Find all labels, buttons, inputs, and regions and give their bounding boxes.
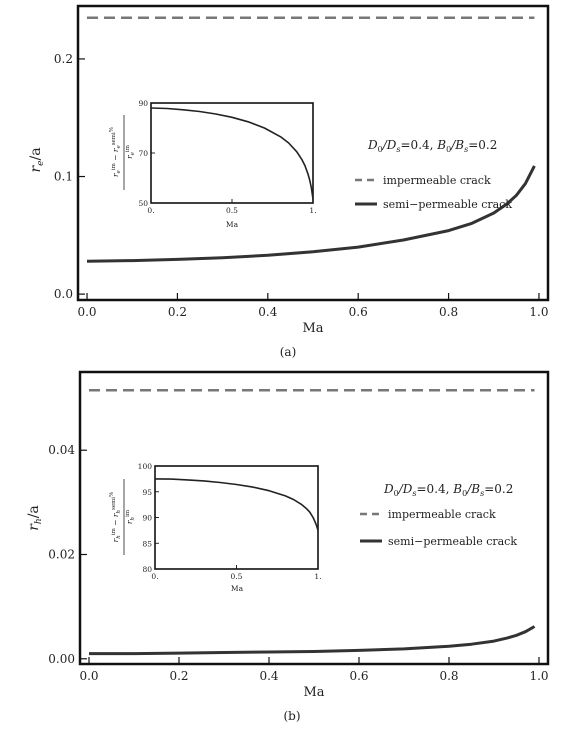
y-axis-label: rh/a xyxy=(26,505,44,531)
series-layer xyxy=(86,16,536,263)
x-tick-label: 0.0 xyxy=(79,669,98,683)
y-tick-label: 0.02 xyxy=(48,548,75,562)
x-axis-label: Ma xyxy=(303,685,324,700)
x-axis-ticks: 0.0 0.2 0.4 0.6 0.8 1.0 xyxy=(77,293,549,319)
y-tick-label: 0.0 xyxy=(54,287,73,301)
inset-x-label: Ma xyxy=(226,220,239,229)
series-semi-permeable-line xyxy=(86,165,536,263)
inset-x-tick-label: 0.5 xyxy=(226,206,238,215)
inset-y-ticks: 80 85 90 95 100 xyxy=(138,462,159,574)
inset-y-ticks: 50 70 90 xyxy=(138,99,155,208)
x-tick-label: 1.0 xyxy=(529,669,548,683)
x-tick-label: 0.4 xyxy=(259,669,278,683)
series-semi-permeable-line xyxy=(89,625,536,656)
inset-y-label-denominator: reim xyxy=(125,144,136,159)
legend-label-semi-permeable: semi−permeable crack xyxy=(383,198,512,211)
parameter-annotation: D0/Ds=0.4, B0/Bs=0.2 xyxy=(367,138,497,154)
inset-x-tick-label: 1. xyxy=(309,206,316,215)
x-tick-label: 0.8 xyxy=(439,669,458,683)
inset-x-tick-label: 0. xyxy=(151,572,158,581)
x-tick-label: 0.2 xyxy=(168,305,187,319)
x-tick-label: 0.6 xyxy=(349,305,368,319)
panel-label: (a) xyxy=(280,345,297,359)
inset-x-tick-label: 1. xyxy=(314,572,321,581)
legend-label-impermeable: impermeable crack xyxy=(388,508,496,521)
y-tick-label: 0.2 xyxy=(54,52,73,66)
inset-y-tick-label: 50 xyxy=(138,199,148,208)
x-tick-label: 0.4 xyxy=(258,305,277,319)
y-tick-label: 0.04 xyxy=(48,443,75,457)
chart-a: 0.0 0.1 0.2 0.0 0.2 0.4 0.6 0.8 1.0 re/a Ma (a)… xyxy=(28,4,550,359)
inset-ratio-line xyxy=(154,478,319,531)
inset-x-tick-label: 0.5 xyxy=(231,572,243,581)
inset-frame xyxy=(154,465,319,570)
chart-b: 0.000.020.04 0.0 0.2 0.4 0.6 0.8 1.0 rh/a Ma … xyxy=(26,370,550,723)
x-axis-label: Ma xyxy=(302,321,323,336)
inset-y-label-denominator: rhim xyxy=(125,509,136,524)
x-tick-label: 0.2 xyxy=(169,669,188,683)
inset-y-tick-label: 80 xyxy=(142,565,152,574)
x-tick-label: 0.8 xyxy=(439,305,458,319)
inset-y-tick-label: 85 xyxy=(142,539,152,548)
inset-y-tick-label: 70 xyxy=(138,149,148,158)
x-tick-label: 0.0 xyxy=(77,305,96,319)
legend-label-semi-permeable: semi−permeable crack xyxy=(388,535,517,548)
inset-y-tick-label: 95 xyxy=(142,488,152,497)
y-axis-ticks: 0.00 0.02 0.04 xyxy=(48,443,87,666)
inset-y-label: reim − resemi% xyxy=(109,127,122,177)
x-axis-ticks: 0.0 0.2 0.4 0.6 0.8 1.0 xyxy=(79,657,549,683)
inset-line-layer xyxy=(150,107,314,200)
panel-label: (b) xyxy=(283,709,300,723)
inset-x-tick-label: 0. xyxy=(147,206,154,215)
inset-y-tick-label: 100 xyxy=(138,462,153,471)
inset-chart: reim − resemi% reim 50 70 90 0. 0.5 1. Ma xyxy=(109,99,317,229)
inset-y-tick-label: 90 xyxy=(142,514,152,523)
inset-x-ticks: 0. 0.5 1. xyxy=(151,565,322,581)
inset-x-label: Ma xyxy=(231,584,244,593)
inset-y-label: rhim − rhsemi% xyxy=(109,492,122,543)
inset-ratio-line xyxy=(150,107,314,200)
y-tick-label: 0.1 xyxy=(54,170,73,184)
x-tick-label: 0.6 xyxy=(349,669,368,683)
x-tick-label: 1.0 xyxy=(529,305,548,319)
series-layer xyxy=(89,389,536,656)
inset-x-ticks: 0. 0.5 1. xyxy=(147,199,317,215)
y-axis-ticks: 0.0 0.1 0.2 xyxy=(54,52,85,301)
parameter-annotation: D0/Ds=0.4, B0/Bs=0.2 xyxy=(383,482,513,498)
inset-frame xyxy=(150,102,314,204)
y-tick-label: 0.00 xyxy=(48,652,75,666)
inset-line-layer xyxy=(154,478,319,531)
y-axis-label: re/a xyxy=(28,147,46,172)
inset-y-tick-label: 90 xyxy=(138,99,148,108)
legend-label-impermeable: impermeable crack xyxy=(383,174,491,187)
